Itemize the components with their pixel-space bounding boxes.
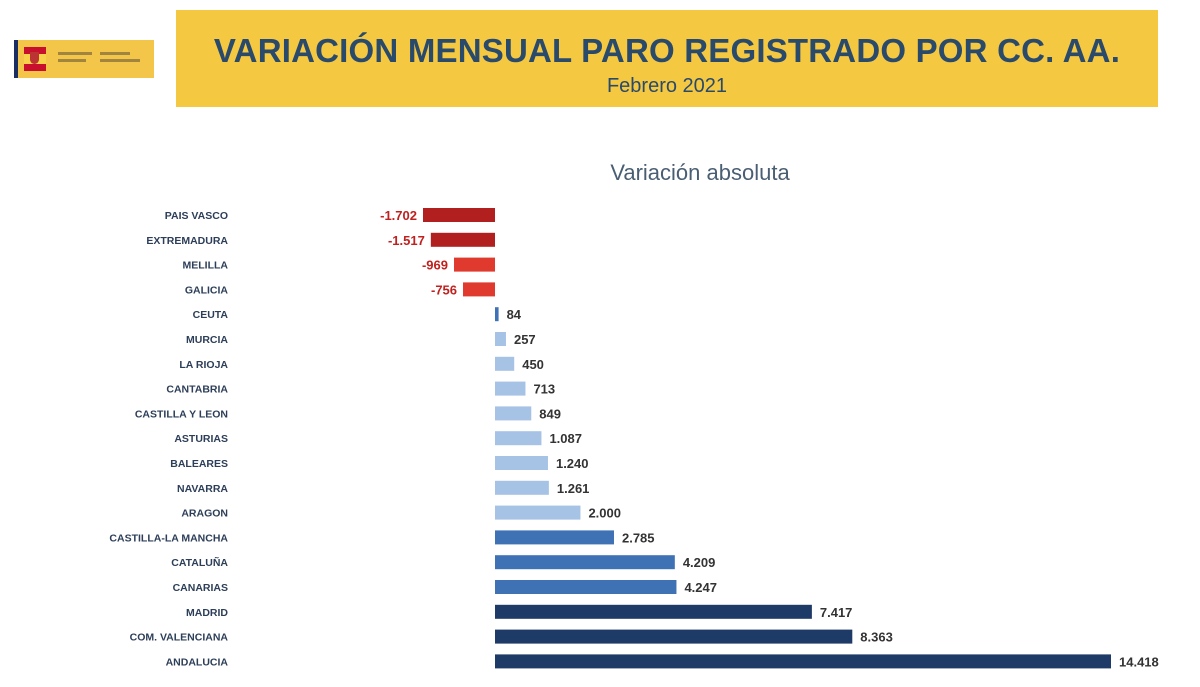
value-label: -1.517 — [388, 233, 425, 248]
category-label: NAVARRA — [177, 483, 228, 495]
value-label: 1.087 — [549, 431, 582, 446]
category-label: CEUTA — [193, 309, 229, 321]
category-label: COM. VALENCIANA — [130, 632, 229, 644]
bar — [495, 604, 812, 619]
category-label: CATALUÑA — [171, 556, 228, 569]
value-label: 1.261 — [557, 481, 590, 496]
bar — [495, 480, 549, 495]
category-label: CASTILLA-LA MANCHA — [109, 532, 228, 544]
value-label: 713 — [533, 382, 555, 397]
bar — [495, 654, 1111, 669]
value-label: 4.247 — [684, 580, 717, 595]
category-label: ASTURIAS — [174, 433, 228, 445]
category-label: PAIS VASCO — [165, 210, 228, 222]
page-subtitle: Febrero 2021 — [606, 75, 728, 97]
category-label: LA RIOJA — [179, 359, 228, 371]
category-label: CASTILLA Y LEON — [135, 408, 228, 420]
bar — [423, 208, 495, 222]
value-label: -756 — [431, 282, 457, 297]
category-label: EXTREMADURA — [146, 235, 228, 247]
bar — [495, 307, 499, 322]
value-label: 450 — [522, 357, 544, 372]
value-label: 8.363 — [860, 630, 893, 645]
government-logo — [14, 40, 154, 78]
bar — [454, 257, 495, 272]
bar — [495, 356, 515, 371]
bar — [495, 555, 675, 570]
bar — [495, 505, 581, 520]
category-label: ANDALUCIA — [166, 656, 229, 668]
bar — [495, 456, 548, 470]
coat-of-arms-icon — [30, 52, 39, 64]
value-label: 84 — [507, 307, 522, 322]
value-label: 849 — [539, 406, 561, 421]
page-title: VARIACIÓN MENSUAL PARO REGISTRADO POR CC… — [213, 32, 1121, 69]
chart-title: Variación absoluta — [610, 160, 790, 185]
bar — [495, 332, 506, 346]
bar — [495, 530, 614, 545]
bar — [495, 381, 526, 396]
value-label: 2.785 — [622, 530, 655, 545]
value-label: -969 — [422, 258, 448, 273]
bar — [463, 282, 495, 297]
value-label: 14.418 — [1119, 654, 1159, 669]
category-label: ARAGON — [181, 508, 228, 520]
category-label: CANARIAS — [173, 582, 228, 594]
value-label: 1.240 — [556, 456, 589, 471]
bar — [430, 232, 495, 247]
value-label: 257 — [514, 332, 536, 347]
value-label: -1.702 — [380, 208, 417, 223]
category-label: MADRID — [186, 607, 228, 619]
category-label: MURCIA — [186, 334, 228, 346]
category-label: MELILLA — [183, 260, 229, 272]
category-label: GALICIA — [185, 284, 229, 296]
category-label: CANTABRIA — [166, 384, 228, 396]
value-label: 4.209 — [683, 555, 716, 570]
category-label: BALEARES — [170, 458, 228, 470]
bar — [495, 629, 853, 644]
header-banner: VARIACIÓN MENSUAL PARO REGISTRADO POR CC… — [176, 10, 1158, 107]
bar — [495, 431, 542, 446]
value-label: 2.000 — [588, 506, 621, 521]
value-label: 7.417 — [820, 605, 853, 620]
bar — [495, 406, 532, 421]
bar — [495, 580, 677, 594]
